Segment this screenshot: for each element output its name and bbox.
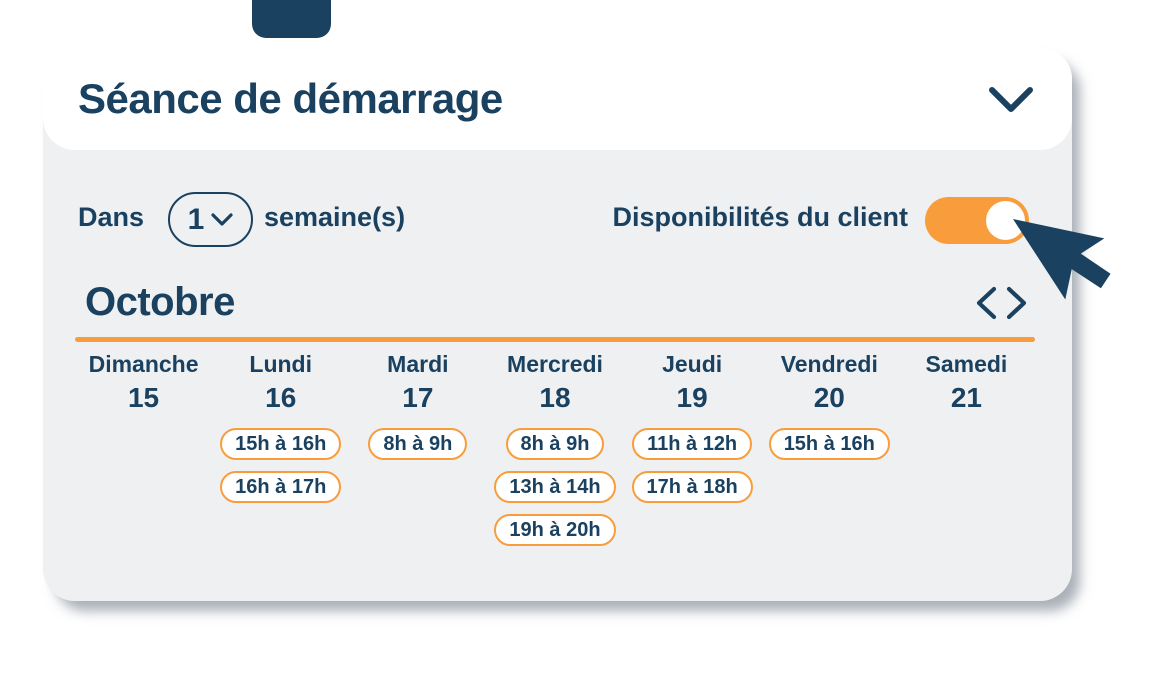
day-column: Samedi 21 [898,350,1035,546]
day-date: 21 [950,382,982,413]
month-nav [975,286,1028,320]
slot-pill[interactable]: 8h à 9h [368,428,468,460]
weeks-dropdown[interactable]: 1 [168,192,253,247]
day-name: Mercredi [507,351,603,377]
weeks-dropdown-value: 1 [187,202,205,236]
day-slots: 8h à 9h [368,428,468,460]
chevron-left-icon[interactable] [975,286,997,320]
slot-pill[interactable]: 16h à 17h [220,471,342,503]
day-column: Dimanche 15 [75,350,212,546]
day-name: Mardi [387,351,449,377]
availability-toggle[interactable] [925,197,1029,244]
day-date: 18 [539,382,571,413]
day-name: Jeudi [662,351,723,377]
day-slots: 11h à 12h 17h à 18h [631,428,753,503]
day-column: Vendredi 20 15h à 16h [761,350,898,546]
chevron-right-icon[interactable] [1006,286,1028,320]
day-date: 16 [265,382,297,413]
day-slots: 15h à 16h [768,428,890,460]
day-column: Jeudi 19 11h à 12h 17h à 18h [624,350,761,546]
availability-label: Disponibilités du client [612,202,908,232]
month-title: Octobre [85,280,235,324]
day-column: Lundi 16 15h à 16h 16h à 17h [212,350,349,546]
month-divider [75,337,1035,342]
days-row: Dimanche 15 Lundi 16 15h à 16h 16h à 17h… [75,350,1035,546]
day-date: 19 [676,382,708,413]
slot-pill[interactable]: 15h à 16h [220,428,342,460]
day-column: Mercredi 18 8h à 9h 13h à 14h 19h à 20h [486,350,623,546]
day-slots: 8h à 9h 13h à 14h 19h à 20h [494,428,616,546]
slot-pill[interactable]: 17h à 18h [631,471,753,503]
slot-pill[interactable]: 19h à 20h [494,514,616,546]
seance-card: Séance de démarrage Dans 1 semaine(s) Di… [43,47,1072,601]
day-name: Lundi [249,351,312,377]
top-notch-decoration [252,0,331,38]
weeks-prefix-label: Dans [78,202,145,232]
weeks-suffix-label: semaine(s) [264,202,406,232]
day-slots: 15h à 16h 16h à 17h [220,428,342,503]
day-column: Mardi 17 8h à 9h [349,350,486,546]
slot-pill[interactable]: 8h à 9h [505,428,605,460]
chevron-down-icon [211,212,233,226]
card-title: Séance de démarrage [78,74,503,122]
day-date: 20 [813,382,845,413]
day-name: Dimanche [88,351,199,377]
toggle-knob [986,201,1025,240]
slot-pill[interactable]: 11h à 12h [632,428,753,460]
card-header[interactable]: Séance de démarrage [43,47,1072,150]
day-name: Samedi [925,351,1008,377]
day-date: 15 [127,382,160,413]
slot-pill[interactable]: 13h à 14h [494,471,616,503]
day-name: Vendredi [780,351,878,377]
chevron-down-icon[interactable] [988,84,1034,114]
slot-pill[interactable]: 15h à 16h [768,428,890,460]
day-date: 17 [402,382,434,413]
